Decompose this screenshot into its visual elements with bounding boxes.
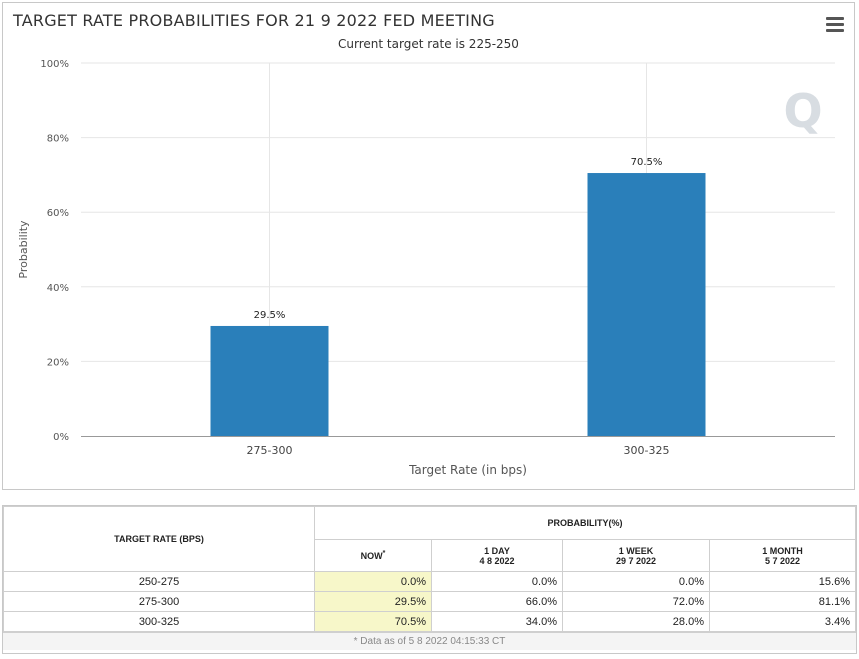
chart-subtitle: Current target rate is 225-250 xyxy=(338,37,519,51)
probability-table: TARGET RATE (BPS) PROBABILITY(%) NOW* 1 … xyxy=(3,506,856,632)
y-tick-label: 0% xyxy=(53,432,69,443)
table-row: 275-300 29.5% 66.0% 72.0% 81.1% xyxy=(3,591,856,612)
header-probability: PROBABILITY(%) xyxy=(314,506,856,540)
y-tick-label: 60% xyxy=(47,208,69,219)
watermark-logo: Q xyxy=(783,84,822,138)
header-1week: 1 WEEK 29 7 2022 xyxy=(562,539,710,572)
header-now-mark: * xyxy=(382,550,386,557)
data-timestamp-note: * Data as of 5 8 2022 04:15:33 CT xyxy=(3,632,856,650)
menu-icon-bar xyxy=(826,23,844,26)
header-target-rate: TARGET RATE (BPS) xyxy=(3,506,315,572)
cell-1day: 34.0% xyxy=(431,611,563,632)
menu-icon-bar xyxy=(826,29,844,32)
header-1month: 1 MONTH 5 7 2022 xyxy=(709,539,856,572)
header-now: NOW* xyxy=(314,539,432,572)
header-1day: 1 DAY 4 8 2022 xyxy=(431,539,563,572)
y-tick-label: 20% xyxy=(47,357,69,368)
cell-now: 29.5% xyxy=(314,591,432,612)
header-1day-date: 4 8 2022 xyxy=(479,555,515,566)
menu-icon-bar xyxy=(826,17,844,20)
header-1month-date: 5 7 2022 xyxy=(764,555,801,566)
cell-now: 0.0% xyxy=(314,571,432,592)
header-1day-label: 1 DAY xyxy=(484,545,510,556)
cell-1week: 28.0% xyxy=(562,611,710,632)
y-axis-title: Probability xyxy=(17,220,30,279)
chart-panel: TARGET RATE PROBABILITIES FOR 21 9 2022 … xyxy=(2,2,855,490)
table-row: 300-325 70.5% 34.0% 28.0% 3.4% xyxy=(3,611,856,632)
cell-1week: 0.0% xyxy=(562,571,710,592)
cell-now: 70.5% xyxy=(314,611,432,632)
header-1week-label: 1 WEEK xyxy=(618,545,654,556)
probability-table-panel: TARGET RATE (BPS) PROBABILITY(%) NOW* 1 … xyxy=(2,505,857,654)
cell-1day: 0.0% xyxy=(431,571,563,592)
x-axis-title: Target Rate (in bps) xyxy=(408,463,527,477)
bar xyxy=(210,325,329,436)
cell-1month: 81.1% xyxy=(709,591,856,612)
header-now-label: NOW xyxy=(360,551,383,561)
cell-rate: 275-300 xyxy=(3,591,315,612)
bar-data-label: 70.5% xyxy=(631,157,663,168)
bar xyxy=(587,173,706,436)
cell-1day: 66.0% xyxy=(431,591,563,612)
header-1month-label: 1 MONTH xyxy=(762,545,803,556)
bar-chart: 0% 20% 40% 60% 80% 100% 29.5% 275-300 70.5% 300-3… xyxy=(17,59,835,477)
cell-1week: 72.0% xyxy=(562,591,710,612)
cell-rate: 300-325 xyxy=(3,611,315,632)
x-tick-label: 275-300 xyxy=(247,444,293,457)
table-row: 250-275 0.0% 0.0% 0.0% 15.6% xyxy=(3,571,856,592)
menu-icon[interactable] xyxy=(826,17,844,33)
y-tick-label: 40% xyxy=(47,283,69,294)
header-1week-date: 29 7 2022 xyxy=(615,555,657,566)
bar-data-label: 29.5% xyxy=(254,310,286,321)
y-tick-label: 100% xyxy=(40,59,69,70)
cell-1month: 3.4% xyxy=(709,611,856,632)
cell-rate: 250-275 xyxy=(3,571,315,592)
cell-1month: 15.6% xyxy=(709,571,856,592)
y-tick-label: 80% xyxy=(47,134,69,145)
x-tick-label: 300-325 xyxy=(624,444,670,457)
chart-title: TARGET RATE PROBABILITIES FOR 21 9 2022 … xyxy=(13,11,495,30)
